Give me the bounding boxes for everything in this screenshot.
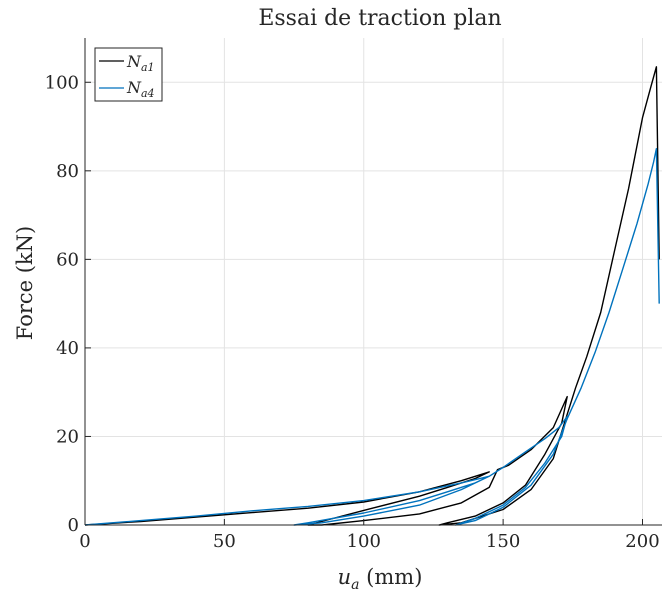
x-axis-label-unit: (mm) — [360, 565, 423, 589]
y-tick-label: 40 — [56, 338, 79, 359]
legend-entry-na4: Na4 — [126, 78, 155, 100]
legend-box — [94, 47, 163, 102]
series-line-na4 — [84, 147, 660, 526]
series-group — [84, 66, 660, 526]
x-tick-label: 150 — [486, 531, 520, 552]
y-tick-label: 60 — [56, 249, 79, 270]
ticks: 0 50 100 150 200 0 20 40 60 80 100 — [45, 72, 660, 552]
x-axis-label-main: u — [338, 565, 352, 589]
axes — [84, 38, 662, 526]
legend-entry-na4-subscript: a4 — [141, 87, 155, 100]
chart-title: Essai de traction plan — [258, 6, 501, 31]
y-tick-label: 20 — [56, 426, 79, 447]
y-axis-label: Force (kN) — [13, 226, 37, 340]
y-tick-label: 80 — [56, 161, 79, 182]
legend-entry-na1: Na1 — [126, 52, 155, 74]
legend-entry-na1-subscript: a1 — [141, 61, 155, 74]
x-axis-label-subscript: a — [351, 577, 359, 590]
legend: Na1 Na4 — [94, 47, 163, 102]
x-tick-label: 200 — [625, 531, 659, 552]
legend-entry-na4-main: N — [126, 78, 142, 97]
y-tick-label: 100 — [45, 72, 79, 93]
y-tick-label: 0 — [68, 515, 79, 536]
x-tick-label: 100 — [347, 531, 381, 552]
grid — [84, 38, 662, 525]
x-tick-label: 0 — [79, 531, 90, 552]
x-tick-label: 50 — [213, 531, 236, 552]
x-axis-label: ua (mm) — [338, 565, 423, 590]
legend-entry-na1-main: N — [126, 52, 142, 71]
series-line-na1 — [84, 66, 660, 526]
